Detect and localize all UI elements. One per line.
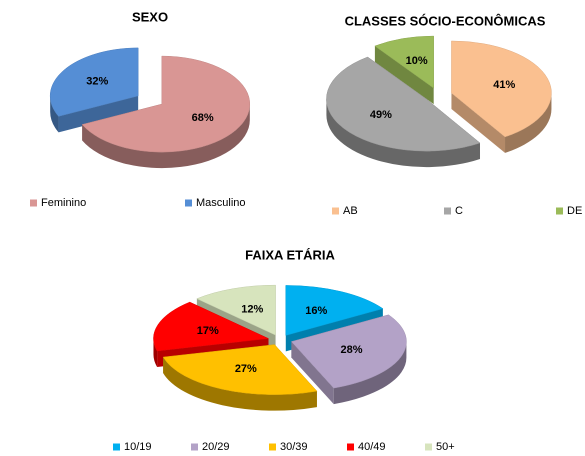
pie-slice <box>162 344 318 395</box>
slice-side <box>326 99 481 168</box>
slice-group: 41% <box>451 40 552 153</box>
data-label: 12% <box>241 303 263 315</box>
slice-face <box>291 341 334 405</box>
slice-group: 27% <box>162 344 318 411</box>
slice-group: 28% <box>290 314 407 405</box>
data-label: 10% <box>406 55 428 67</box>
pie-slice <box>81 55 251 153</box>
data-label: 28% <box>341 344 363 356</box>
slice-face <box>58 95 139 133</box>
data-label: 49% <box>370 109 392 121</box>
legend-label: Feminino <box>41 197 86 209</box>
slice-side <box>505 92 552 153</box>
legend-label: 20/29 <box>202 441 230 453</box>
legend-swatch <box>113 443 120 451</box>
slice-group: 32% <box>49 47 139 133</box>
slice-group: 10% <box>374 35 434 105</box>
legend-label: 40/49 <box>358 441 386 453</box>
slice-face <box>374 46 434 105</box>
legend-label: 50+ <box>436 441 455 453</box>
legend-swatch <box>425 443 432 451</box>
data-label: 32% <box>86 76 108 88</box>
pie-slice <box>49 47 139 117</box>
chart-title: SEXO <box>132 9 168 24</box>
legend-label: Masculino <box>196 197 246 209</box>
pie-slice <box>374 35 434 89</box>
data-label: 16% <box>305 305 327 317</box>
pie-slice <box>451 40 552 138</box>
slice-group: 49% <box>326 56 481 168</box>
data-label: 27% <box>235 363 257 375</box>
legend-swatch <box>347 443 354 451</box>
legend-label: AB <box>343 205 358 217</box>
slice-side <box>82 104 250 169</box>
chart-title: CLASSES SÓCIO-ECONÔMICAS <box>345 13 546 28</box>
data-label: 17% <box>197 325 219 337</box>
data-label: 68% <box>192 112 214 124</box>
legend-label: 10/19 <box>124 441 152 453</box>
legend-swatch <box>556 207 563 215</box>
pie-slice <box>290 314 407 389</box>
pie-slice <box>326 56 481 152</box>
legend-swatch <box>269 443 276 451</box>
legend-label: C <box>455 205 463 217</box>
data-label: 41% <box>493 79 515 91</box>
legend-label: 30/39 <box>280 441 308 453</box>
slice-face <box>451 92 506 153</box>
slice-side <box>163 357 317 411</box>
legend-swatch <box>332 207 339 215</box>
legend-swatch <box>444 207 451 215</box>
legend-swatch <box>185 199 192 207</box>
pie-slice <box>285 285 384 336</box>
slice-side <box>50 95 59 133</box>
chart-title: FAIXA ETÁRIA <box>245 247 335 262</box>
legend-swatch <box>191 443 198 451</box>
slice-group: 68% <box>81 55 251 169</box>
legend-swatch <box>30 199 37 207</box>
pie-slice <box>196 284 276 336</box>
pie-slice <box>153 301 270 352</box>
legend-label: DE <box>567 205 582 217</box>
slice-side <box>333 341 407 405</box>
